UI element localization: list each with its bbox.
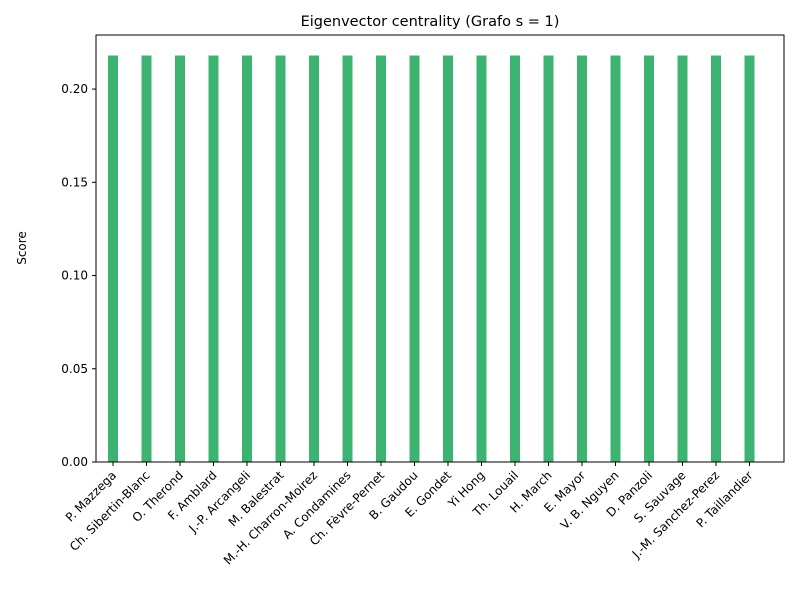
bar-11 <box>476 55 487 462</box>
y-tick-label: 0.10 <box>61 269 88 283</box>
bar-9 <box>409 55 420 462</box>
bar-2 <box>175 55 185 462</box>
bar-6 <box>309 55 319 462</box>
bars-layer <box>108 55 755 462</box>
y-tick-label: 0.20 <box>61 82 88 96</box>
bar-10 <box>443 55 453 462</box>
bar-4 <box>242 55 252 462</box>
y-axis-title: Score <box>15 231 29 265</box>
bar-1 <box>141 55 152 462</box>
y-tick-label: 0.15 <box>61 175 88 189</box>
y-axis: 0.00 0.05 0.10 0.15 0.20 <box>61 82 96 469</box>
bar-0 <box>108 55 118 462</box>
bar-14 <box>577 55 587 462</box>
bar-15 <box>610 55 621 462</box>
bar-5 <box>275 55 286 462</box>
bar-17 <box>677 55 688 462</box>
bar-12 <box>510 55 520 462</box>
bar-13 <box>543 55 554 462</box>
bar-7 <box>342 55 353 462</box>
y-tick-label: 0.05 <box>61 362 88 376</box>
chart-title: Eigenvector centrality (Grafo s = 1) <box>301 14 560 30</box>
bar-8 <box>376 55 386 462</box>
bar-18 <box>711 55 721 462</box>
bar-19 <box>744 55 755 462</box>
bar-16 <box>644 55 654 462</box>
plot-frame <box>95 34 785 463</box>
bar-3 <box>208 55 219 462</box>
y-tick-label: 0.00 <box>61 455 88 469</box>
